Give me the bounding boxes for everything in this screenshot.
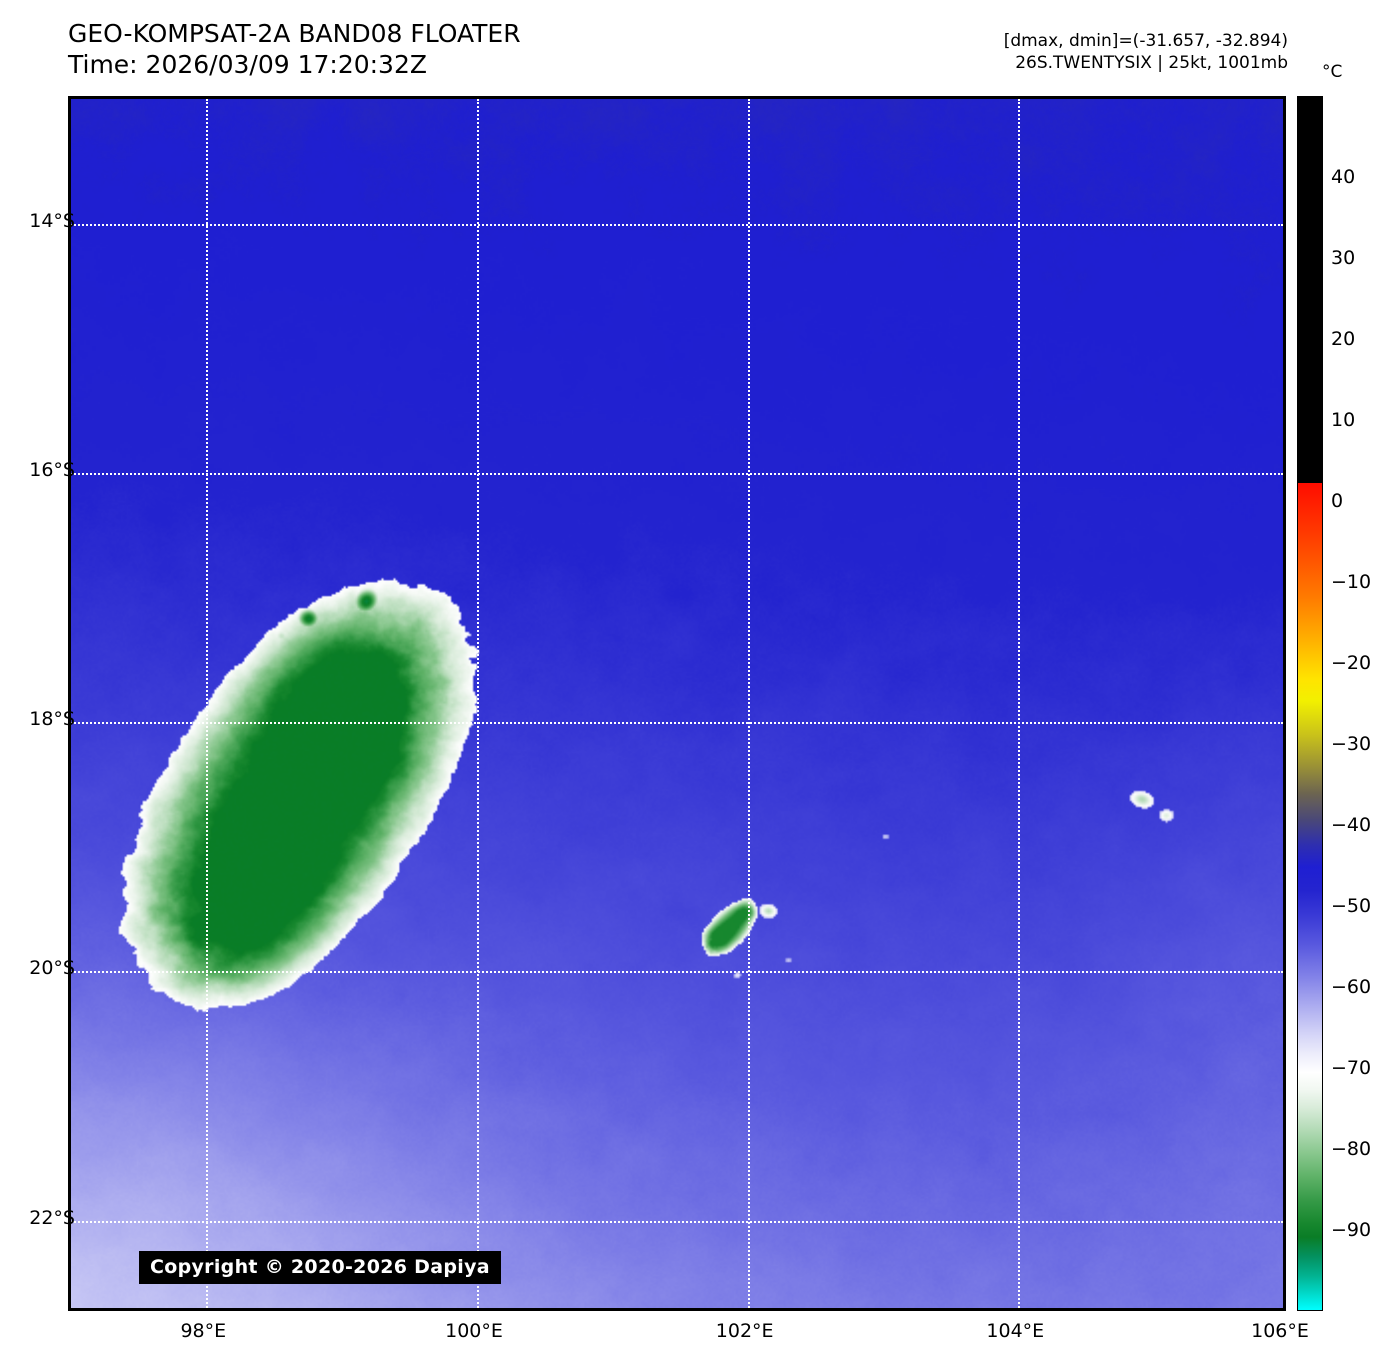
xtick-label-98E: 98°E	[180, 1320, 227, 1342]
storm-info-label: 26S.TWENTYSIX | 25kt, 1001mb	[1015, 53, 1288, 73]
colorbar-tick-m70: −70	[1331, 1057, 1372, 1079]
ytick-label-16S: 16°S	[29, 458, 75, 481]
gridline-lon-106	[1283, 99, 1285, 1308]
colorbar-tick-m10: −10	[1331, 571, 1372, 593]
colorbar-tick-30: 30	[1331, 247, 1356, 269]
gridline-lon-98	[206, 99, 209, 1308]
ytick-label-22S: 22°S	[29, 1206, 75, 1229]
colorbar-tick-0: 0	[1331, 490, 1344, 512]
colorbar-unit-label: °C	[1322, 62, 1343, 82]
colorbar-tick-20: 20	[1331, 328, 1356, 350]
colorbar-tick-m50: −50	[1331, 895, 1372, 917]
copyright-watermark: Copyright © 2020-2026 Dapiya	[139, 1251, 501, 1284]
data-range-label: [dmax, dmin]=(-31.657, -32.894)	[1003, 31, 1288, 51]
colorbar-tick-m30: −30	[1331, 733, 1372, 755]
colorbar-tick-m40: −40	[1331, 814, 1372, 836]
gridline-lon-102	[747, 99, 750, 1308]
gridline-lat-16	[71, 472, 1283, 475]
gridline-lat-20	[71, 971, 1283, 974]
gridline-lon-100	[477, 99, 479, 1308]
timestamp-label: Time: 2026/03/09 17:20:32Z	[68, 50, 427, 79]
gridline-lon-104	[1018, 99, 1021, 1308]
page-title: GEO-KOMPSAT-2A BAND08 FLOATER	[68, 19, 521, 48]
metadata-block: [dmax, dmin]=(-31.657, -32.894) 26S.TWEN…	[1004, 30, 1288, 74]
xtick-label-104E: 104°E	[986, 1320, 1045, 1342]
satellite-image-plot[interactable]: Copyright © 2020-2026 Dapiya	[68, 96, 1286, 1311]
gridline-lat-18	[71, 722, 1283, 725]
title-block: GEO-KOMPSAT-2A BAND08 FLOATER Time: 2026…	[68, 18, 521, 80]
xtick-label-100E: 100°E	[445, 1320, 503, 1342]
ytick-label-18S: 18°S	[29, 708, 75, 731]
colorbar-tick-m20: −20	[1331, 652, 1372, 674]
ytick-label-20S: 20°S	[29, 957, 75, 980]
colorbar-tick-m80: −80	[1331, 1138, 1372, 1160]
xtick-label-102E: 102°E	[715, 1320, 774, 1342]
colorbar-tick-m60: −60	[1331, 976, 1372, 998]
colorbar-tick-m90: −90	[1331, 1219, 1372, 1241]
gridline-lat-14	[71, 223, 1283, 226]
ytick-label-14S: 14°S	[29, 209, 75, 232]
xtick-label-106E: 106°E	[1251, 1320, 1309, 1342]
gridline-lat-22	[71, 1220, 1283, 1223]
temperature-colorbar[interactable]	[1297, 96, 1323, 1311]
infrared-brightness-temperature-field	[71, 99, 1283, 1308]
colorbar-tick-40: 40	[1331, 166, 1356, 188]
colorbar-tick-10: 10	[1331, 409, 1356, 431]
